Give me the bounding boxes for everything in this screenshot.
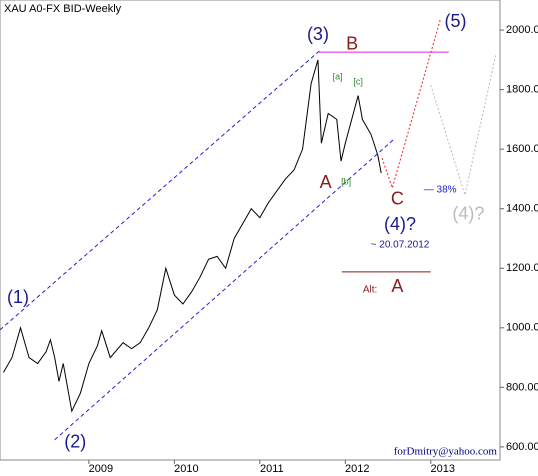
annotation: (5) (445, 11, 467, 31)
annotation: [c] (353, 77, 363, 87)
wave-line (54, 139, 394, 441)
annotation: (4)? (384, 214, 416, 234)
y-tick-label: 800.00 (506, 381, 538, 393)
y-tick-label: 1000.00 (506, 322, 538, 334)
plot-area (0, 0, 501, 461)
y-tick-label: 600.00 (506, 441, 538, 453)
wave-line (0, 49, 321, 331)
x-tick-label: 2013 (431, 463, 455, 475)
annotation: [a] (333, 71, 343, 81)
annotation: (3) (307, 24, 329, 44)
annotation: A (391, 276, 403, 296)
annotation: (4)? (452, 204, 484, 224)
x-tick-label: 2010 (174, 463, 198, 475)
annotation: ~ 20.07.2012 (371, 240, 430, 251)
annotation: A (320, 172, 332, 192)
y-tick-label: 1800.00 (506, 84, 538, 96)
y-tick-label: 1600.00 (506, 143, 538, 155)
annotation: (1) (7, 287, 29, 307)
y-tick-label: 1200.00 (506, 262, 538, 274)
annotation: B (346, 34, 358, 54)
price-line (2, 59, 382, 413)
annotation: — 38% (424, 185, 457, 196)
x-tick-label: 2012 (345, 463, 369, 475)
chart-title: XAU A0-FX BID-Weekly (4, 3, 122, 15)
annotation: [b] (341, 176, 351, 186)
y-tick-label: 1400.00 (506, 203, 538, 215)
x-tick-label: 2009 (89, 463, 113, 475)
annotation: Alt: (363, 285, 377, 296)
annotation: C (391, 189, 404, 209)
annotation: (2) (64, 431, 86, 451)
x-tick-label: 2011 (260, 463, 284, 475)
y-tick-label: 2000.00 (506, 24, 538, 36)
watermark: forDmitry@yahoo.com (394, 446, 498, 458)
